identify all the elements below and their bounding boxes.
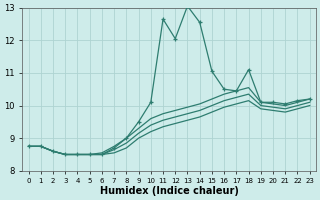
- X-axis label: Humidex (Indice chaleur): Humidex (Indice chaleur): [100, 186, 239, 196]
